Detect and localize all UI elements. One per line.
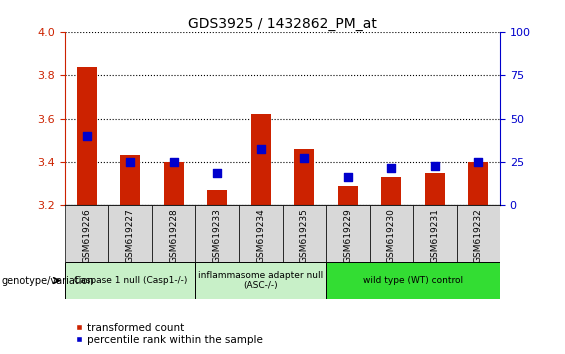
- Bar: [457, 205, 500, 262]
- Text: GSM619235: GSM619235: [300, 208, 308, 263]
- Bar: [120, 155, 140, 205]
- Text: GSM619231: GSM619231: [431, 208, 439, 263]
- Title: GDS3925 / 1432862_PM_at: GDS3925 / 1432862_PM_at: [188, 17, 377, 31]
- Text: GSM619227: GSM619227: [126, 208, 134, 263]
- Text: GSM619228: GSM619228: [170, 208, 178, 263]
- Point: [126, 159, 135, 165]
- Text: GSM619232: GSM619232: [474, 208, 483, 263]
- Point: [82, 133, 92, 139]
- Point: [386, 166, 396, 171]
- Point: [257, 146, 266, 152]
- Bar: [294, 149, 314, 205]
- Bar: [239, 205, 282, 262]
- Text: Caspase 1 null (Casp1-/-): Caspase 1 null (Casp1-/-): [73, 276, 187, 285]
- Bar: [370, 205, 413, 262]
- Bar: [381, 177, 401, 205]
- Legend: transformed count, percentile rank within the sample: transformed count, percentile rank withi…: [70, 318, 267, 349]
- Text: GSM619230: GSM619230: [387, 208, 396, 263]
- Point: [299, 155, 308, 160]
- Bar: [65, 205, 108, 262]
- Text: genotype/variation: genotype/variation: [1, 275, 94, 286]
- Point: [473, 159, 483, 165]
- Bar: [195, 262, 326, 299]
- Bar: [413, 205, 457, 262]
- Bar: [207, 190, 227, 205]
- Bar: [65, 262, 195, 299]
- Point: [343, 174, 353, 180]
- Bar: [282, 205, 326, 262]
- Bar: [77, 67, 97, 205]
- Point: [431, 164, 440, 169]
- Bar: [326, 262, 500, 299]
- Bar: [468, 162, 488, 205]
- Text: GSM619233: GSM619233: [213, 208, 221, 263]
- Bar: [326, 205, 370, 262]
- Point: [212, 170, 221, 176]
- Text: GSM619226: GSM619226: [82, 208, 91, 263]
- Bar: [108, 205, 152, 262]
- Bar: [195, 205, 239, 262]
- Text: inflammasome adapter null
(ASC-/-): inflammasome adapter null (ASC-/-): [198, 271, 323, 290]
- Bar: [164, 162, 184, 205]
- Bar: [152, 205, 195, 262]
- Text: GSM619234: GSM619234: [257, 208, 265, 263]
- Text: wild type (WT) control: wild type (WT) control: [363, 276, 463, 285]
- Bar: [338, 186, 358, 205]
- Bar: [425, 173, 445, 205]
- Bar: [251, 114, 271, 205]
- Point: [170, 159, 179, 165]
- Text: GSM619229: GSM619229: [344, 208, 352, 263]
